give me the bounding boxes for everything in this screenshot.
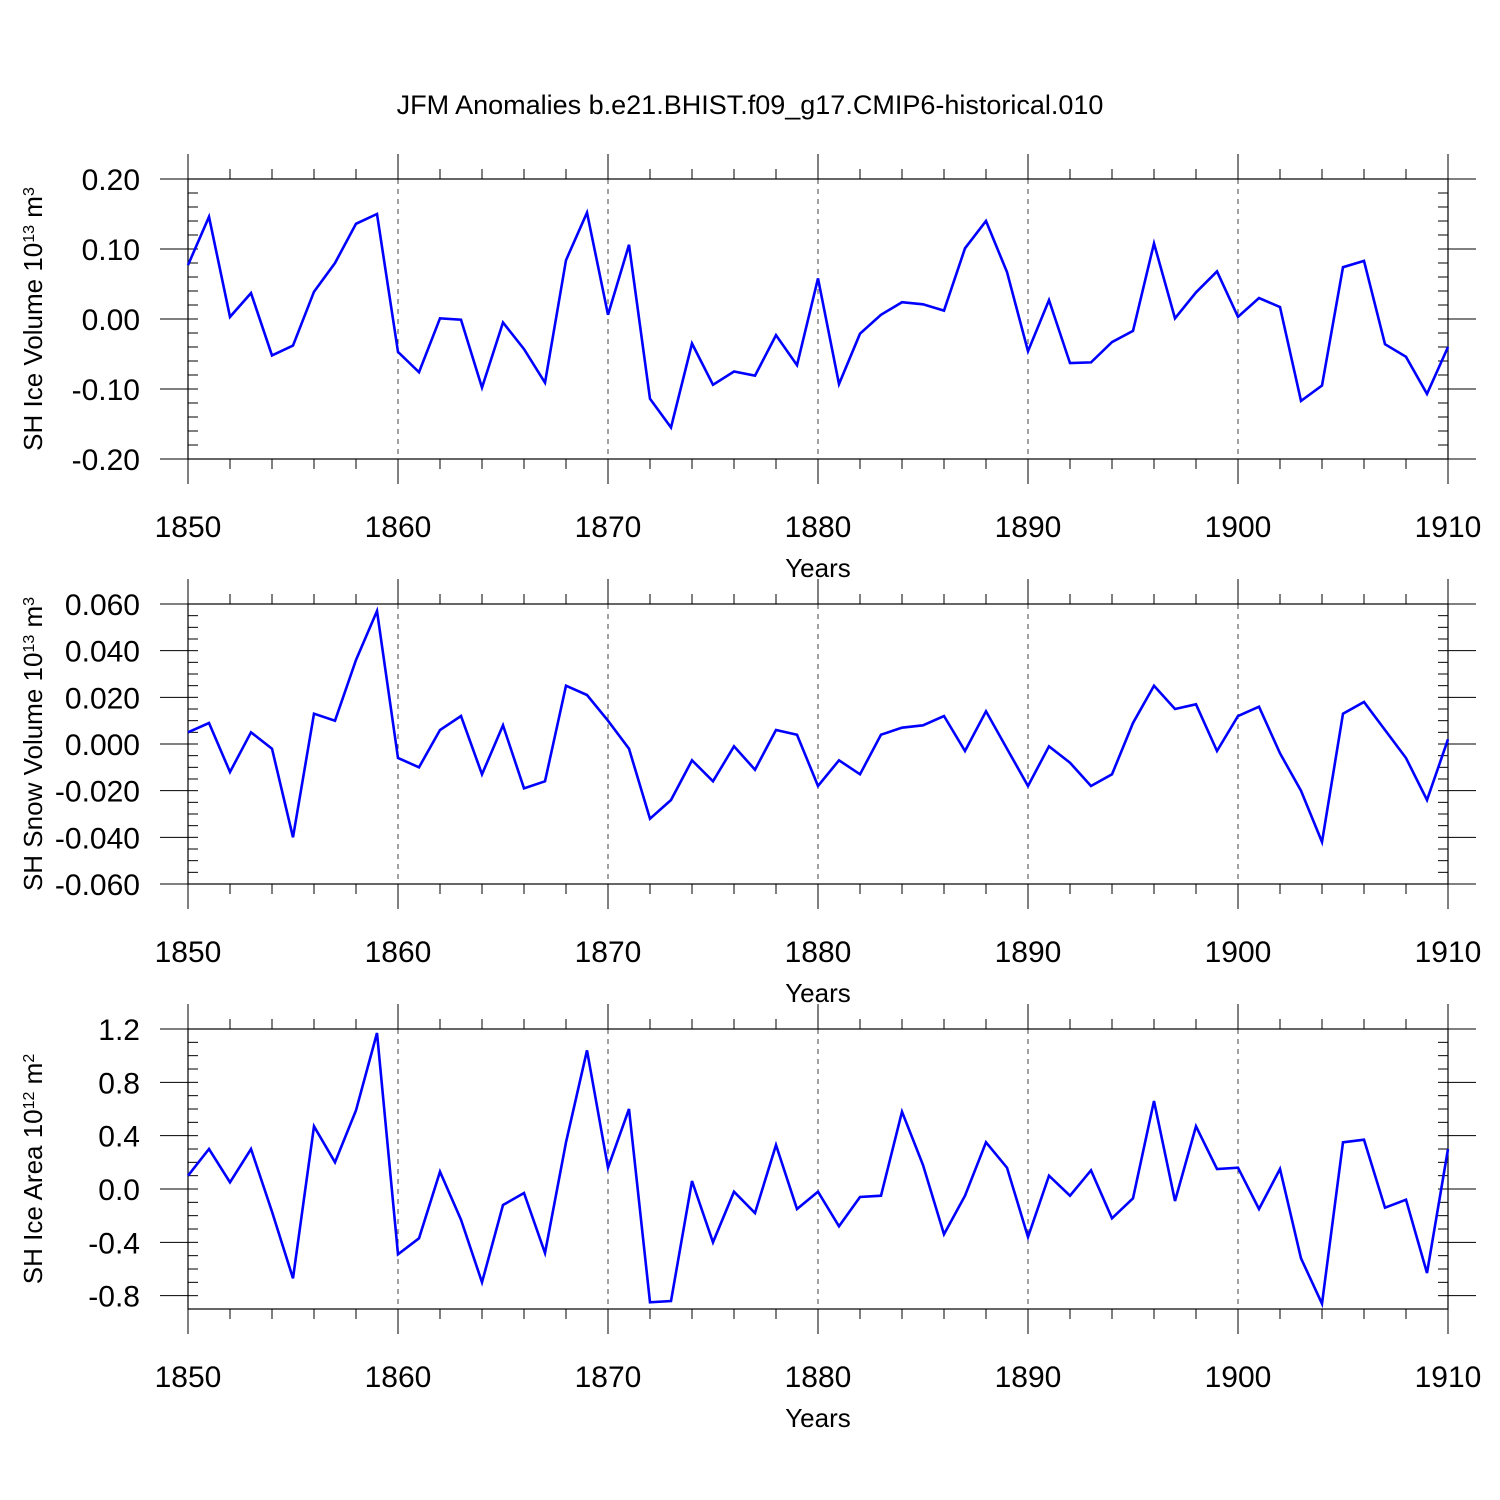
series-line-1	[186, 208, 1450, 431]
x-tick-label: 1880	[785, 936, 852, 969]
x-tick-label: 1890	[995, 511, 1062, 544]
x-axis-label: Years	[785, 553, 851, 583]
y-axis-label-exponent: 12	[21, 1091, 38, 1109]
y-tick-label: 0.040	[65, 636, 140, 669]
y-axis-label-unit: m	[18, 196, 48, 225]
x-tick-label: 1890	[995, 1361, 1062, 1394]
x-tick-label: 1850	[155, 1361, 222, 1394]
y-axis-label-exponent: 13	[21, 225, 38, 243]
y-axis-label-unit-exponent: 2	[21, 1054, 38, 1063]
x-tick-label: 1910	[1415, 511, 1482, 544]
x-tick-label: 1860	[365, 936, 432, 969]
y-tick-label: 0.020	[65, 682, 140, 715]
x-tick-label: 1870	[575, 1361, 642, 1394]
x-tick-label: 1910	[1415, 1361, 1482, 1394]
series-line-1	[186, 1032, 1450, 1309]
y-tick-label: 0.4	[98, 1121, 140, 1154]
y-axis-label-base: SH Ice Area 10	[18, 1109, 48, 1284]
y-axis-label: SH Ice Volume 1013 m3	[18, 187, 48, 451]
x-tick-label: 1850	[155, 511, 222, 544]
x-tick-label: 1900	[1205, 936, 1272, 969]
series-line-1	[187, 606, 1450, 847]
panels: 1850 1860 1870 1880 1890 1900 1910 Years -0.20 -0…	[18, 154, 1481, 1433]
y-axis-label-unit: m	[18, 1063, 48, 1092]
x-axis-label: Years	[785, 978, 851, 1008]
y-tick-label: -0.8	[88, 1281, 140, 1314]
y-tick-label: 0.20	[82, 164, 140, 197]
y-axis-label-base: SH Snow Volume 10	[18, 653, 48, 891]
y-tick-label: 0.0	[98, 1174, 140, 1207]
panel-2: 1850 1860 1870 1880 1890 1900 1910 Years -0.060 -…	[18, 579, 1481, 1008]
y-axis-label-exponent: 13	[21, 635, 38, 653]
y-tick-label: 0.8	[98, 1067, 140, 1100]
x-tick-label: 1910	[1415, 936, 1482, 969]
panel-1: 1850 1860 1870 1880 1890 1900 1910 Years -0.20 -0…	[18, 154, 1481, 583]
x-tick-label: 1860	[365, 511, 432, 544]
y-tick-label: 0.00	[82, 304, 140, 337]
y-tick-label: -0.4	[88, 1227, 140, 1260]
x-tick-label: 1870	[575, 511, 642, 544]
y-tick-label: -0.040	[55, 822, 140, 855]
x-tick-label: 1880	[785, 511, 852, 544]
y-axis-label-unit-exponent: 3	[21, 597, 38, 606]
y-tick-label: 0.000	[65, 729, 140, 762]
x-tick-label: 1900	[1205, 511, 1272, 544]
panel-3: 1850 1860 1870 1880 1890 1900 1910 Years -0.8 -0.…	[18, 1004, 1481, 1433]
y-tick-label: -0.20	[72, 444, 140, 477]
y-tick-label: -0.10	[72, 374, 140, 407]
y-axis-label-base: SH Ice Volume 10	[18, 243, 48, 451]
x-axis-label: Years	[785, 1403, 851, 1433]
y-axis-label-unit-exponent: 3	[21, 187, 38, 196]
y-tick-label: 1.2	[98, 1014, 140, 1047]
y-axis-label: SH Ice Area 1012 m2	[18, 1054, 48, 1285]
y-axis-label-unit: m	[18, 606, 48, 635]
x-tick-label: 1870	[575, 936, 642, 969]
x-tick-label: 1850	[155, 936, 222, 969]
figure-title: JFM Anomalies b.e21.BHIST.f09_g17.CMIP6-…	[397, 90, 1104, 120]
y-tick-label: 0.10	[82, 234, 140, 267]
x-tick-label: 1860	[365, 1361, 432, 1394]
y-tick-label: -0.020	[55, 776, 140, 809]
y-tick-label: 0.060	[65, 589, 140, 622]
y-axis-label: SH Snow Volume 1013 m3	[18, 597, 48, 891]
x-tick-label: 1900	[1205, 1361, 1272, 1394]
y-tick-label: -0.060	[55, 869, 140, 902]
x-tick-label: 1890	[995, 936, 1062, 969]
x-tick-label: 1880	[785, 1361, 852, 1394]
